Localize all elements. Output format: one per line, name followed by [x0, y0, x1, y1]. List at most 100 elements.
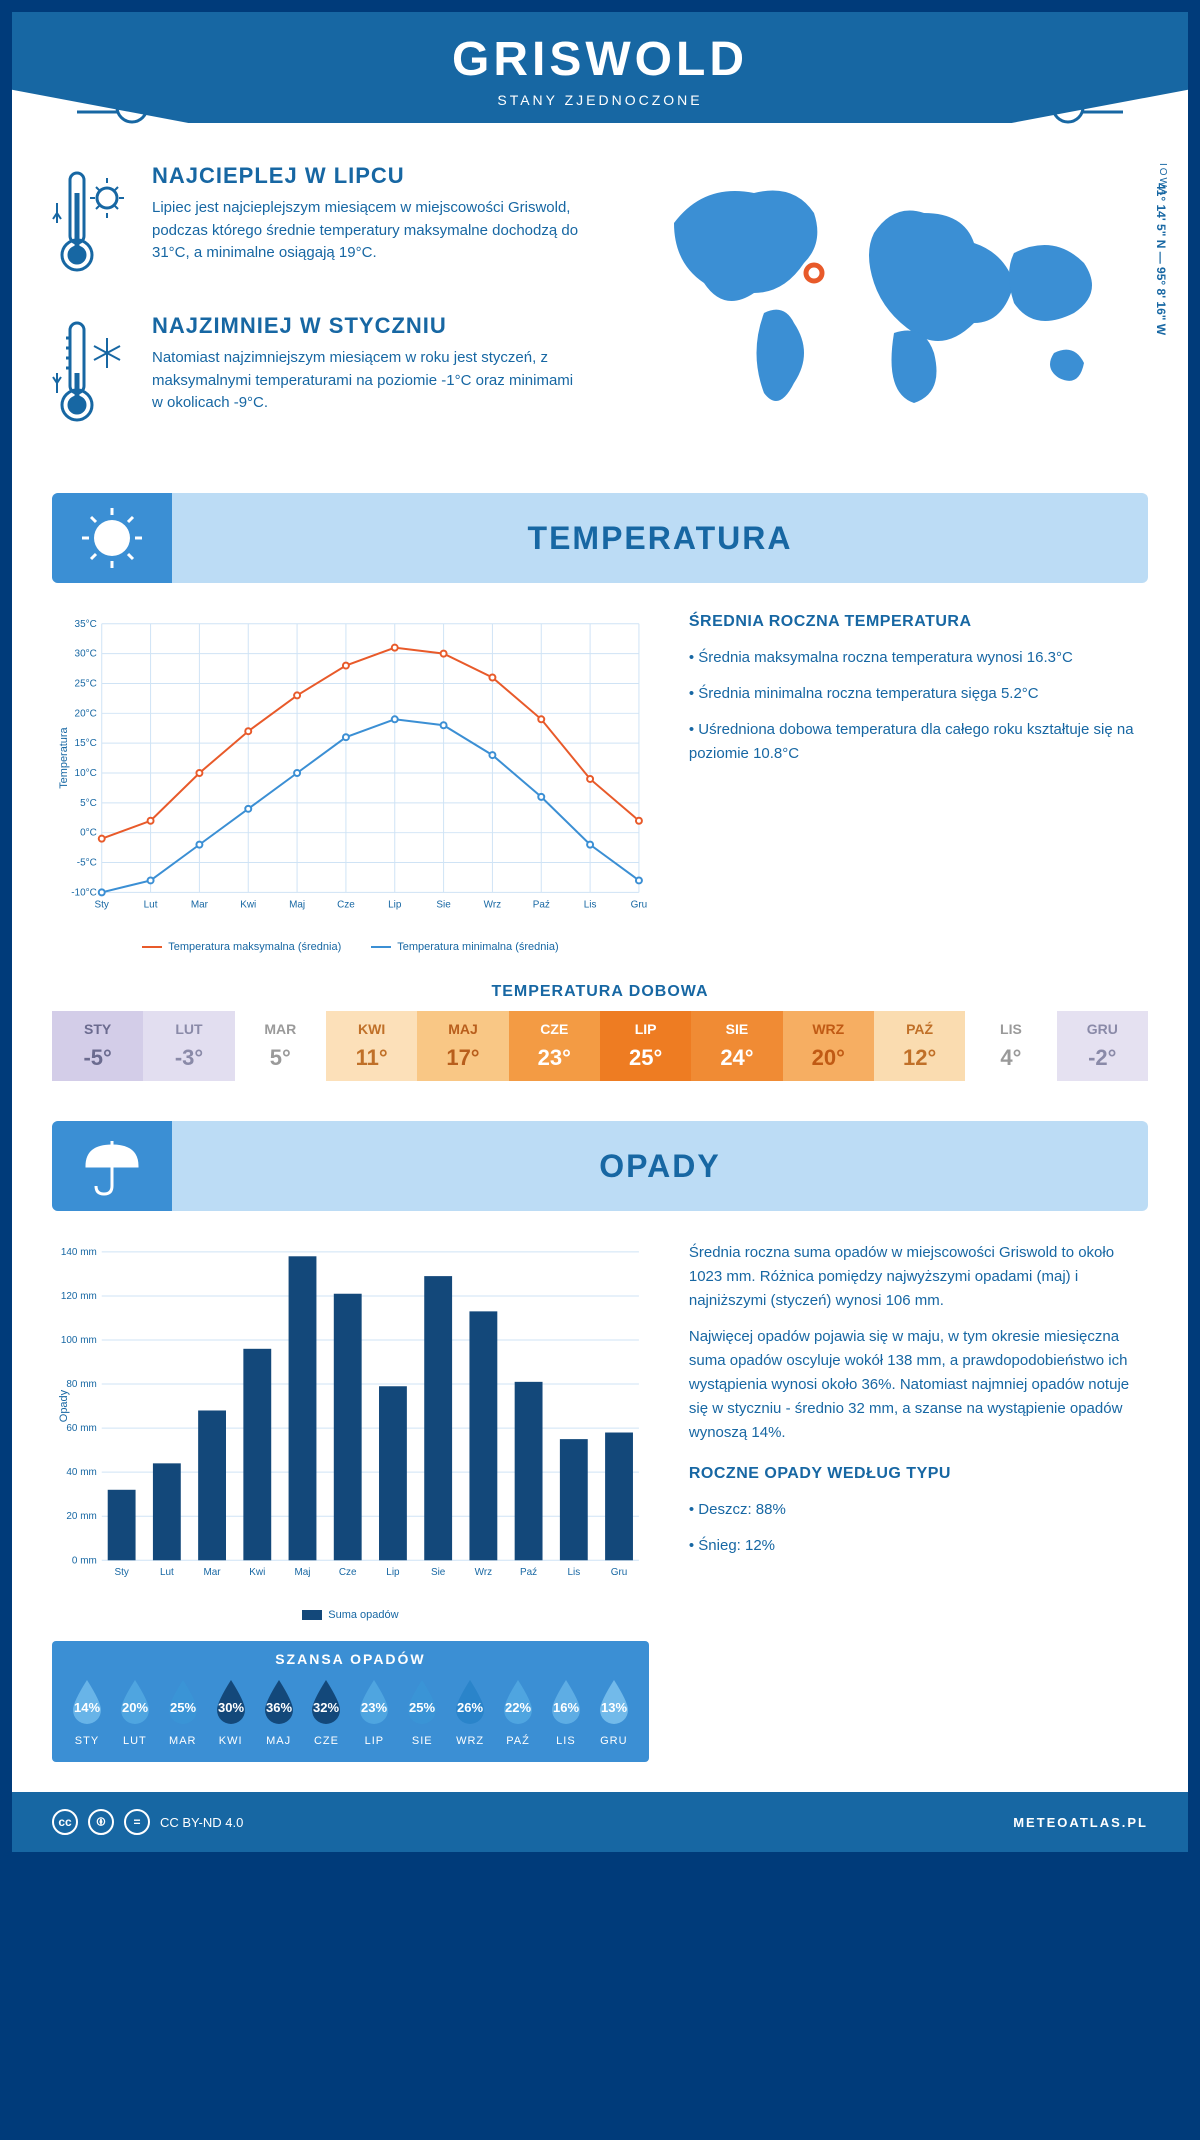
- daily-cell: WRZ20°: [783, 1011, 874, 1081]
- svg-text:Mar: Mar: [191, 899, 209, 910]
- daily-cell: SIE24°: [691, 1011, 782, 1081]
- svg-text:20 mm: 20 mm: [66, 1511, 96, 1522]
- daily-cell: KWI11°: [326, 1011, 417, 1081]
- daily-cell: LIP25°: [600, 1011, 691, 1081]
- country-subtitle: STANY ZJEDNOCZONE: [12, 92, 1188, 108]
- svg-text:Wrz: Wrz: [475, 1567, 493, 1578]
- precipitation-section-header: OPADY: [52, 1121, 1148, 1211]
- thermometer-hot-icon: [52, 163, 132, 283]
- daily-cell: STY-5°: [52, 1011, 143, 1081]
- svg-text:40 mm: 40 mm: [66, 1467, 96, 1478]
- thermometer-cold-icon: [52, 313, 132, 433]
- svg-text:Sty: Sty: [95, 899, 109, 910]
- chance-drop: 20%LUT: [115, 1677, 155, 1747]
- svg-text:16%: 16%: [553, 1700, 579, 1715]
- daily-cell: GRU-2°: [1057, 1011, 1148, 1081]
- svg-text:Sie: Sie: [436, 899, 451, 910]
- chance-drop: 26%WRZ: [450, 1677, 490, 1747]
- daily-cell: LUT-3°: [143, 1011, 234, 1081]
- temp-legend: Temperatura maksymalna (średnia) Tempera…: [52, 941, 649, 953]
- chance-drop: 23%LIP: [354, 1677, 394, 1747]
- svg-text:Kwi: Kwi: [249, 1567, 265, 1578]
- by-icon: 🅯: [88, 1809, 114, 1835]
- nd-icon: =: [124, 1809, 150, 1835]
- svg-text:25%: 25%: [409, 1700, 435, 1715]
- precipitation-chance-panel: SZANSA OPADÓW 14%STY20%LUT25%MAR30%KWI36…: [52, 1641, 649, 1762]
- coordinates: 41° 14' 5" N — 95° 8' 16" W: [1154, 183, 1168, 335]
- avg-temp-title: ŚREDNIA ROCZNA TEMPERATURA: [689, 613, 1148, 631]
- cold-text: Natomiast najzimniejszym miesiącem w rok…: [152, 347, 580, 415]
- svg-text:Maj: Maj: [289, 899, 305, 910]
- chance-drop: 30%KWI: [211, 1677, 251, 1747]
- chance-drop: 32%CZE: [306, 1677, 346, 1747]
- svg-text:25%: 25%: [170, 1700, 196, 1715]
- chance-drop: 25%SIE: [402, 1677, 442, 1747]
- svg-text:Temperatura: Temperatura: [58, 726, 70, 788]
- chance-drop: 14%STY: [67, 1677, 107, 1747]
- precip-type-title: ROCZNE OPADY WEDŁUG TYPU: [689, 1465, 1148, 1483]
- svg-text:-5°C: -5°C: [77, 858, 97, 869]
- svg-text:Lip: Lip: [388, 899, 402, 910]
- chance-drop: 13%GRU: [594, 1677, 634, 1747]
- chance-drop: 22%PAŹ: [498, 1677, 538, 1747]
- daily-cell: PAŹ12°: [874, 1011, 965, 1081]
- svg-text:22%: 22%: [505, 1700, 531, 1715]
- svg-text:Gru: Gru: [631, 899, 648, 910]
- svg-text:32%: 32%: [313, 1700, 339, 1715]
- chance-drop: 36%MAJ: [259, 1677, 299, 1747]
- svg-text:Lip: Lip: [386, 1567, 400, 1578]
- svg-text:0°C: 0°C: [80, 828, 97, 839]
- svg-text:0 mm: 0 mm: [72, 1555, 97, 1566]
- daily-cell: LIS4°: [965, 1011, 1056, 1081]
- svg-text:30%: 30%: [218, 1700, 244, 1715]
- precip-title: OPADY: [172, 1148, 1148, 1185]
- svg-text:20%: 20%: [122, 1700, 148, 1715]
- svg-text:10°C: 10°C: [75, 768, 97, 779]
- svg-text:Paź: Paź: [520, 1567, 537, 1578]
- precip-type: • Deszcz: 88%: [689, 1498, 1148, 1522]
- sun-icon: [77, 503, 147, 573]
- svg-text:80 mm: 80 mm: [66, 1379, 96, 1390]
- hottest-fact: NAJCIEPLEJ W LIPCU Lipiec jest najcieple…: [52, 163, 580, 283]
- world-map: [620, 163, 1148, 423]
- temperature-section-header: TEMPERATURA: [52, 493, 1148, 583]
- chance-drop: 25%MAR: [163, 1677, 203, 1747]
- coldest-fact: NAJZIMNIEJ W STYCZNIU Natomiast najzimni…: [52, 313, 580, 433]
- header: GRISWOLD STANY ZJEDNOCZONE: [12, 12, 1188, 123]
- svg-text:5°C: 5°C: [80, 798, 97, 809]
- precip-legend: Suma opadów: [52, 1609, 649, 1621]
- umbrella-icon: [77, 1131, 147, 1201]
- svg-text:100 mm: 100 mm: [61, 1335, 97, 1346]
- precipitation-bar-chart: 0 mm 20 mm 40 mm 60 mm 80 mm 100 mm 120 mm 140 …: [52, 1241, 649, 1601]
- svg-text:Lis: Lis: [584, 899, 597, 910]
- temp-bullet: • Średnia maksymalna roczna temperatura …: [689, 646, 1148, 670]
- cold-title: NAJZIMNIEJ W STYCZNIU: [152, 313, 580, 339]
- svg-text:-10°C: -10°C: [71, 887, 97, 898]
- svg-text:120 mm: 120 mm: [61, 1291, 97, 1302]
- hot-text: Lipiec jest najcieplejszym miesiącem w m…: [152, 197, 580, 265]
- svg-text:23%: 23%: [361, 1700, 387, 1715]
- svg-text:13%: 13%: [601, 1700, 627, 1715]
- temp-title: TEMPERATURA: [172, 520, 1148, 557]
- svg-text:20°C: 20°C: [75, 708, 97, 719]
- hot-title: NAJCIEPLEJ W LIPCU: [152, 163, 580, 189]
- svg-text:Mar: Mar: [204, 1567, 222, 1578]
- svg-text:35°C: 35°C: [75, 619, 97, 630]
- svg-text:140 mm: 140 mm: [61, 1247, 97, 1258]
- svg-text:26%: 26%: [457, 1700, 483, 1715]
- svg-text:60 mm: 60 mm: [66, 1423, 96, 1434]
- footer: cc 🅯 = CC BY-ND 4.0 METEOATLAS.PL: [12, 1792, 1188, 1852]
- chance-drop: 16%LIS: [546, 1677, 586, 1747]
- license-text: CC BY-ND 4.0: [160, 1815, 243, 1830]
- svg-text:30°C: 30°C: [75, 649, 97, 660]
- daily-cell: MAR5°: [235, 1011, 326, 1081]
- temp-bullet: • Średnia minimalna roczna temperatura s…: [689, 682, 1148, 706]
- svg-text:Sty: Sty: [114, 1567, 128, 1578]
- svg-text:Cze: Cze: [339, 1567, 357, 1578]
- svg-text:Lut: Lut: [160, 1567, 174, 1578]
- svg-text:Wrz: Wrz: [484, 899, 502, 910]
- svg-text:14%: 14%: [74, 1700, 100, 1715]
- daily-temp-grid: STY-5°LUT-3°MAR5°KWI11°MAJ17°CZE23°LIP25…: [52, 1011, 1148, 1081]
- temp-bullet: • Uśredniona dobowa temperatura dla całe…: [689, 718, 1148, 766]
- daily-cell: MAJ17°: [417, 1011, 508, 1081]
